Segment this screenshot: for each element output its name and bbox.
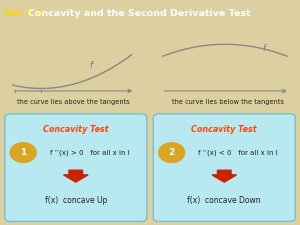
Text: Concavity and the Second Derivative Test: Concavity and the Second Derivative Test	[28, 9, 251, 18]
FancyBboxPatch shape	[5, 114, 147, 221]
FancyArrow shape	[212, 170, 236, 182]
Text: f ’’(x) > 0   for all x in I: f ’’(x) > 0 for all x in I	[50, 149, 129, 156]
Text: f: f	[262, 44, 265, 53]
FancyBboxPatch shape	[153, 114, 295, 221]
Text: the curve lies above the tangents: the curve lies above the tangents	[17, 99, 130, 105]
Text: 2: 2	[169, 148, 175, 157]
Text: f: f	[89, 61, 92, 70]
Text: f(x)  concave Down: f(x) concave Down	[188, 196, 261, 205]
Text: Concavity Test: Concavity Test	[191, 125, 257, 134]
Text: Sec 4.3:: Sec 4.3:	[4, 9, 50, 18]
Text: f ’’(x) < 0   for all x in I: f ’’(x) < 0 for all x in I	[198, 149, 278, 156]
Text: f(x)  concave Up: f(x) concave Up	[45, 196, 107, 205]
Text: 1: 1	[20, 148, 26, 157]
Text: the curve lies below the tangents: the curve lies below the tangents	[172, 99, 284, 105]
Text: Concavity Test: Concavity Test	[43, 125, 109, 134]
FancyArrow shape	[64, 170, 88, 182]
Circle shape	[159, 143, 185, 162]
Circle shape	[10, 143, 36, 162]
